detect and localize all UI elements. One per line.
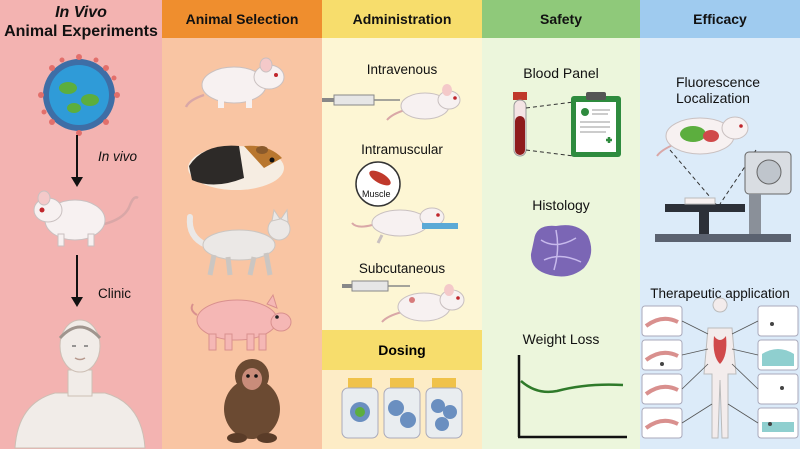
column-title: Safety	[539, 11, 583, 27]
column-header: Efficacy	[640, 0, 800, 38]
column-title: Animal Experiments	[4, 23, 158, 40]
column-header: Animal Selection	[162, 0, 322, 38]
blood-tube-icon	[513, 92, 527, 157]
rat-icon	[184, 57, 285, 108]
mouse-icon	[351, 207, 458, 244]
step-clinic-label: Clinic	[98, 286, 132, 301]
monkey-icon	[224, 359, 280, 443]
dosing-panel: Dosing	[322, 330, 482, 449]
cat-icon	[186, 208, 291, 276]
column-animal-selection: Animal Selection	[162, 0, 322, 449]
muscle-label: Muscle	[362, 189, 391, 199]
arrow-down-icon	[71, 255, 83, 307]
column-title: Animal Selection	[185, 11, 299, 27]
vial-icon	[383, 378, 421, 439]
nanoparticle-icon	[38, 54, 120, 136]
mouse-icon	[386, 84, 461, 121]
column-header: Administration	[322, 0, 482, 38]
column-efficacy: Efficacy Fluorescence Localization Thera…	[640, 0, 800, 449]
weight-chart-icon	[517, 355, 627, 439]
vial-icon	[341, 378, 379, 439]
therapeutic-application-label: Therapeutic application	[650, 286, 790, 301]
safety-histology-label: Histology	[532, 197, 590, 213]
syringe-icon	[342, 280, 410, 292]
column-title: Administration	[352, 11, 452, 27]
safety-weight-loss-label: Weight Loss	[522, 331, 600, 347]
syringe-icon	[322, 94, 400, 106]
pig-icon	[190, 293, 292, 351]
fluorescence-label-line2: Localization	[676, 90, 750, 106]
dosing-title: Dosing	[378, 342, 426, 358]
mouse-icon	[33, 190, 139, 247]
arrow-down-icon	[71, 135, 83, 187]
mouse-icon	[381, 284, 465, 323]
column-in-vivo: In Vivo Animal Experiments In vivo	[0, 0, 162, 449]
mouse-icon	[656, 116, 749, 157]
safety-blood-panel-label: Blood Panel	[523, 65, 599, 81]
guinea-pig-icon	[188, 145, 284, 190]
muscle-icon	[355, 161, 401, 207]
route-subcutaneous-label: Subcutaneous	[358, 261, 446, 276]
clipboard-icon	[571, 92, 621, 157]
vial-icon	[425, 378, 463, 439]
column-title-italic: In Vivo	[55, 4, 107, 21]
route-intramuscular-label: Intramuscular	[361, 142, 443, 157]
route-intravenous-label: Intravenous	[366, 62, 438, 77]
therapeutic-application-panel	[641, 297, 799, 439]
human-icon	[14, 319, 146, 449]
step-in-vivo-label: In vivo	[98, 149, 138, 164]
tissue-icon	[530, 225, 592, 277]
fluorescence-label-line1: Fluorescence	[676, 74, 761, 90]
connector-lines	[525, 101, 575, 157]
column-safety: Safety Blood Panel Histology Weight Loss	[482, 0, 640, 449]
column-administration: Administration Intravenous Intramuscular…	[322, 0, 482, 449]
imaging-device-icon	[655, 151, 792, 242]
column-header: Safety	[482, 0, 640, 38]
column-title: Efficacy	[693, 11, 747, 27]
dosing-header: Dosing	[322, 330, 482, 370]
